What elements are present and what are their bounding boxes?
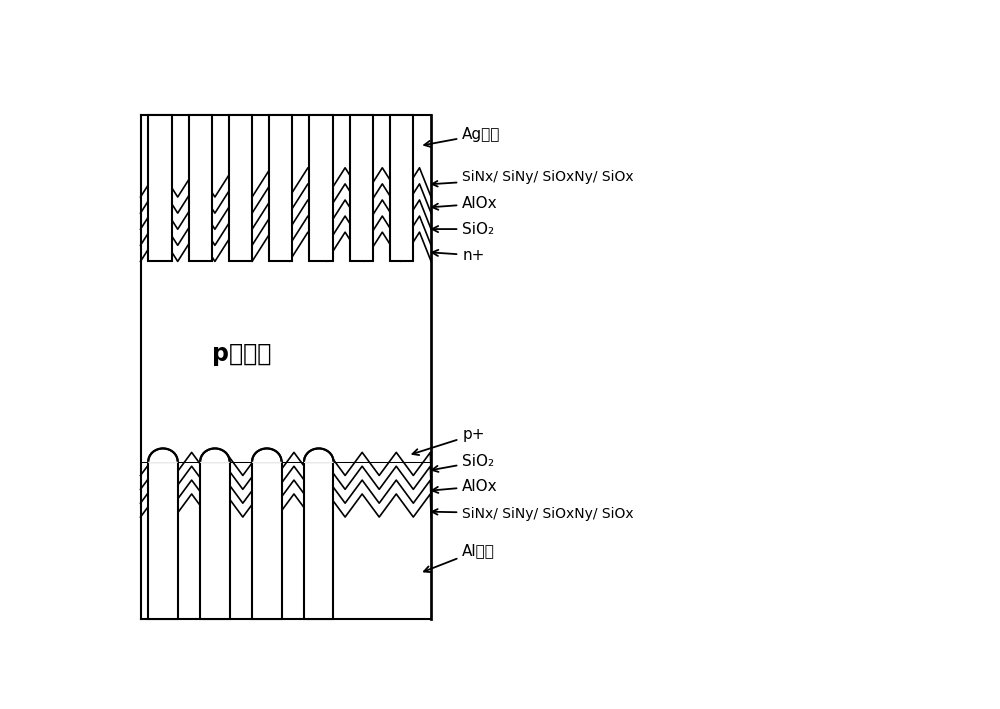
Text: SiNx/ SiNy/ SiOxNy/ SiOx: SiNx/ SiNy/ SiOxNy/ SiOx	[432, 507, 634, 521]
Text: SiO₂: SiO₂	[432, 222, 494, 237]
Bar	[229, 115, 252, 262]
Polygon shape	[252, 449, 282, 462]
Bar	[200, 462, 230, 620]
Text: SiO₂: SiO₂	[432, 454, 494, 472]
Text: p+: p+	[412, 427, 485, 455]
Text: AlOx: AlOx	[432, 479, 498, 493]
Bar	[390, 115, 413, 262]
Bar	[304, 462, 333, 620]
Bar	[148, 115, 172, 262]
Text: Ag栅线: Ag栅线	[424, 127, 501, 147]
Text: n+: n+	[432, 247, 484, 263]
Text: p型硅片: p型硅片	[212, 342, 271, 366]
Polygon shape	[148, 449, 178, 462]
Bar	[309, 115, 333, 262]
Text: AlOx: AlOx	[432, 196, 498, 211]
Bar	[350, 115, 373, 262]
Bar	[189, 115, 212, 262]
Text: SiNx/ SiNy/ SiOxNy/ SiOx: SiNx/ SiNy/ SiOxNy/ SiOx	[432, 169, 634, 186]
Bar	[252, 462, 282, 620]
Bar	[148, 462, 178, 620]
Polygon shape	[304, 449, 333, 462]
Bar	[269, 115, 292, 262]
Text: Al栅线: Al栅线	[424, 542, 495, 572]
Polygon shape	[200, 449, 230, 462]
